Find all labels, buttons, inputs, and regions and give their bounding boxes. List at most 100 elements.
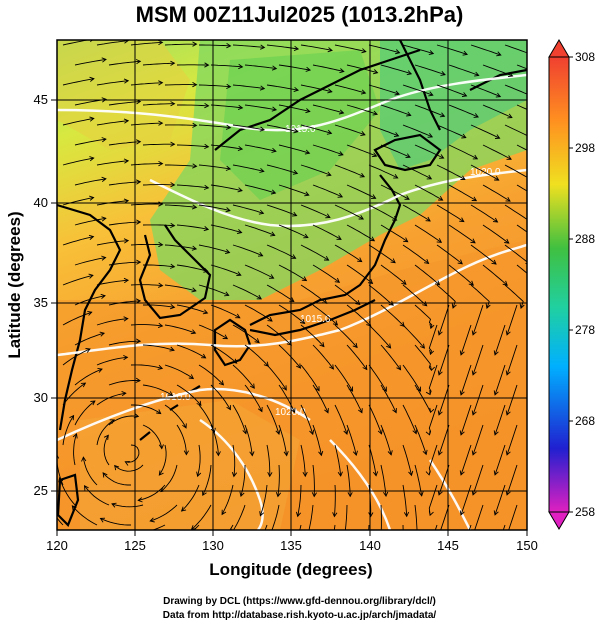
streamline-arrowhead <box>167 391 174 397</box>
streamline <box>266 124 298 133</box>
streamline-arrowhead <box>192 82 198 88</box>
streamline <box>232 284 262 300</box>
streamline <box>74 138 106 146</box>
colorbar: 258 268 278 288 298 308 <box>548 39 595 530</box>
streamline-arrowhead <box>203 226 210 232</box>
streamline <box>244 224 275 236</box>
streamline <box>297 484 302 517</box>
streamline <box>278 264 307 281</box>
streamline <box>334 164 365 178</box>
streamline-arrowhead <box>493 430 499 436</box>
streamline-arrowhead <box>170 141 176 147</box>
streamline <box>62 311 92 326</box>
streamline <box>176 384 202 406</box>
streamline-arrowhead <box>102 472 108 478</box>
streamline <box>368 44 400 54</box>
grid-lines <box>57 40 527 530</box>
streamline-arrowhead <box>403 237 409 243</box>
streamline-arrowhead <box>352 450 358 457</box>
streamline-arrowhead <box>437 330 443 336</box>
streamline-arrowhead <box>362 364 368 371</box>
streamline-arrowhead <box>415 532 419 536</box>
streamline-arrowhead <box>400 552 404 556</box>
x-tick-label: 145 <box>437 538 459 553</box>
streamline <box>232 444 236 477</box>
streamline-arrowhead <box>427 133 434 138</box>
streamline <box>244 144 277 152</box>
streamline <box>198 84 231 88</box>
streamline-arrowhead <box>237 104 244 111</box>
streamline <box>300 204 331 218</box>
streamline-arrowhead <box>406 70 413 76</box>
streamline-arrowhead <box>237 187 243 193</box>
streamline-arrowhead <box>293 45 300 52</box>
streamline-arrowhead <box>89 156 95 162</box>
streamline-arrowhead <box>123 118 130 124</box>
streamline <box>84 485 110 506</box>
streamline-arrowhead <box>379 532 383 536</box>
streamline-arrowhead <box>506 530 510 535</box>
streamline <box>438 464 450 496</box>
streamline <box>448 224 476 244</box>
streamline <box>62 117 94 126</box>
streamline-arrowhead <box>192 41 198 47</box>
streamline-arrowhead <box>436 238 443 243</box>
streamline <box>74 257 106 266</box>
streamline <box>346 144 377 157</box>
streamline-arrowhead <box>471 410 477 416</box>
streamline <box>164 324 196 334</box>
colorbar-scale <box>548 56 570 513</box>
streamline <box>176 424 187 455</box>
streamline-arrowhead <box>338 109 345 115</box>
streamline <box>428 404 438 435</box>
streamline <box>312 64 344 72</box>
streamline <box>516 144 527 151</box>
streamline <box>158 444 167 476</box>
streamline-arrowhead <box>425 430 431 436</box>
streamline <box>402 44 434 55</box>
streamline-arrowhead <box>357 257 363 263</box>
streamline <box>402 124 433 138</box>
streamline-arrowhead <box>157 364 164 370</box>
x-tick-label: 130 <box>202 538 224 553</box>
streamline-arrowhead <box>427 551 431 555</box>
streamline <box>278 424 288 456</box>
streamline-arrowhead <box>459 217 465 223</box>
streamline-arrowhead <box>236 271 242 277</box>
streamline-arrowhead <box>338 151 344 156</box>
streamline-arrowhead <box>392 215 398 221</box>
streamline <box>380 184 410 200</box>
streamline-arrowhead <box>428 50 435 56</box>
streamline-arrowhead <box>282 385 287 391</box>
streamline-arrowhead <box>71 505 77 511</box>
streamline <box>300 84 332 93</box>
streamline <box>494 324 506 356</box>
streamline <box>62 40 90 46</box>
streamline <box>334 84 366 94</box>
streamline-arrowhead <box>438 530 442 535</box>
streamline <box>96 40 129 46</box>
streamline <box>142 62 175 66</box>
streamline <box>74 332 105 346</box>
streamline <box>96 279 129 286</box>
streamline-arrowhead <box>190 329 197 335</box>
streamline-arrowhead <box>401 279 407 285</box>
streamline-arrowhead <box>158 470 164 476</box>
streamline <box>472 464 484 496</box>
streamline-arrowhead <box>83 485 89 491</box>
streamline-arrowhead <box>439 112 446 118</box>
streamline-arrowhead <box>495 92 502 98</box>
streamline-arrowhead <box>314 386 320 392</box>
streamline-arrowhead <box>337 471 343 477</box>
streamline <box>210 384 231 410</box>
streamline <box>210 224 242 234</box>
streamline-arrowhead <box>530 94 535 98</box>
streamline-arrowhead <box>204 62 210 68</box>
streamline-arrowhead <box>101 137 107 143</box>
streamline <box>176 304 208 314</box>
streamline-arrowhead <box>505 370 511 376</box>
streamline-arrowhead <box>406 111 412 117</box>
streamline-arrowhead <box>326 129 333 135</box>
streamline <box>482 104 513 119</box>
streamline <box>96 200 129 206</box>
